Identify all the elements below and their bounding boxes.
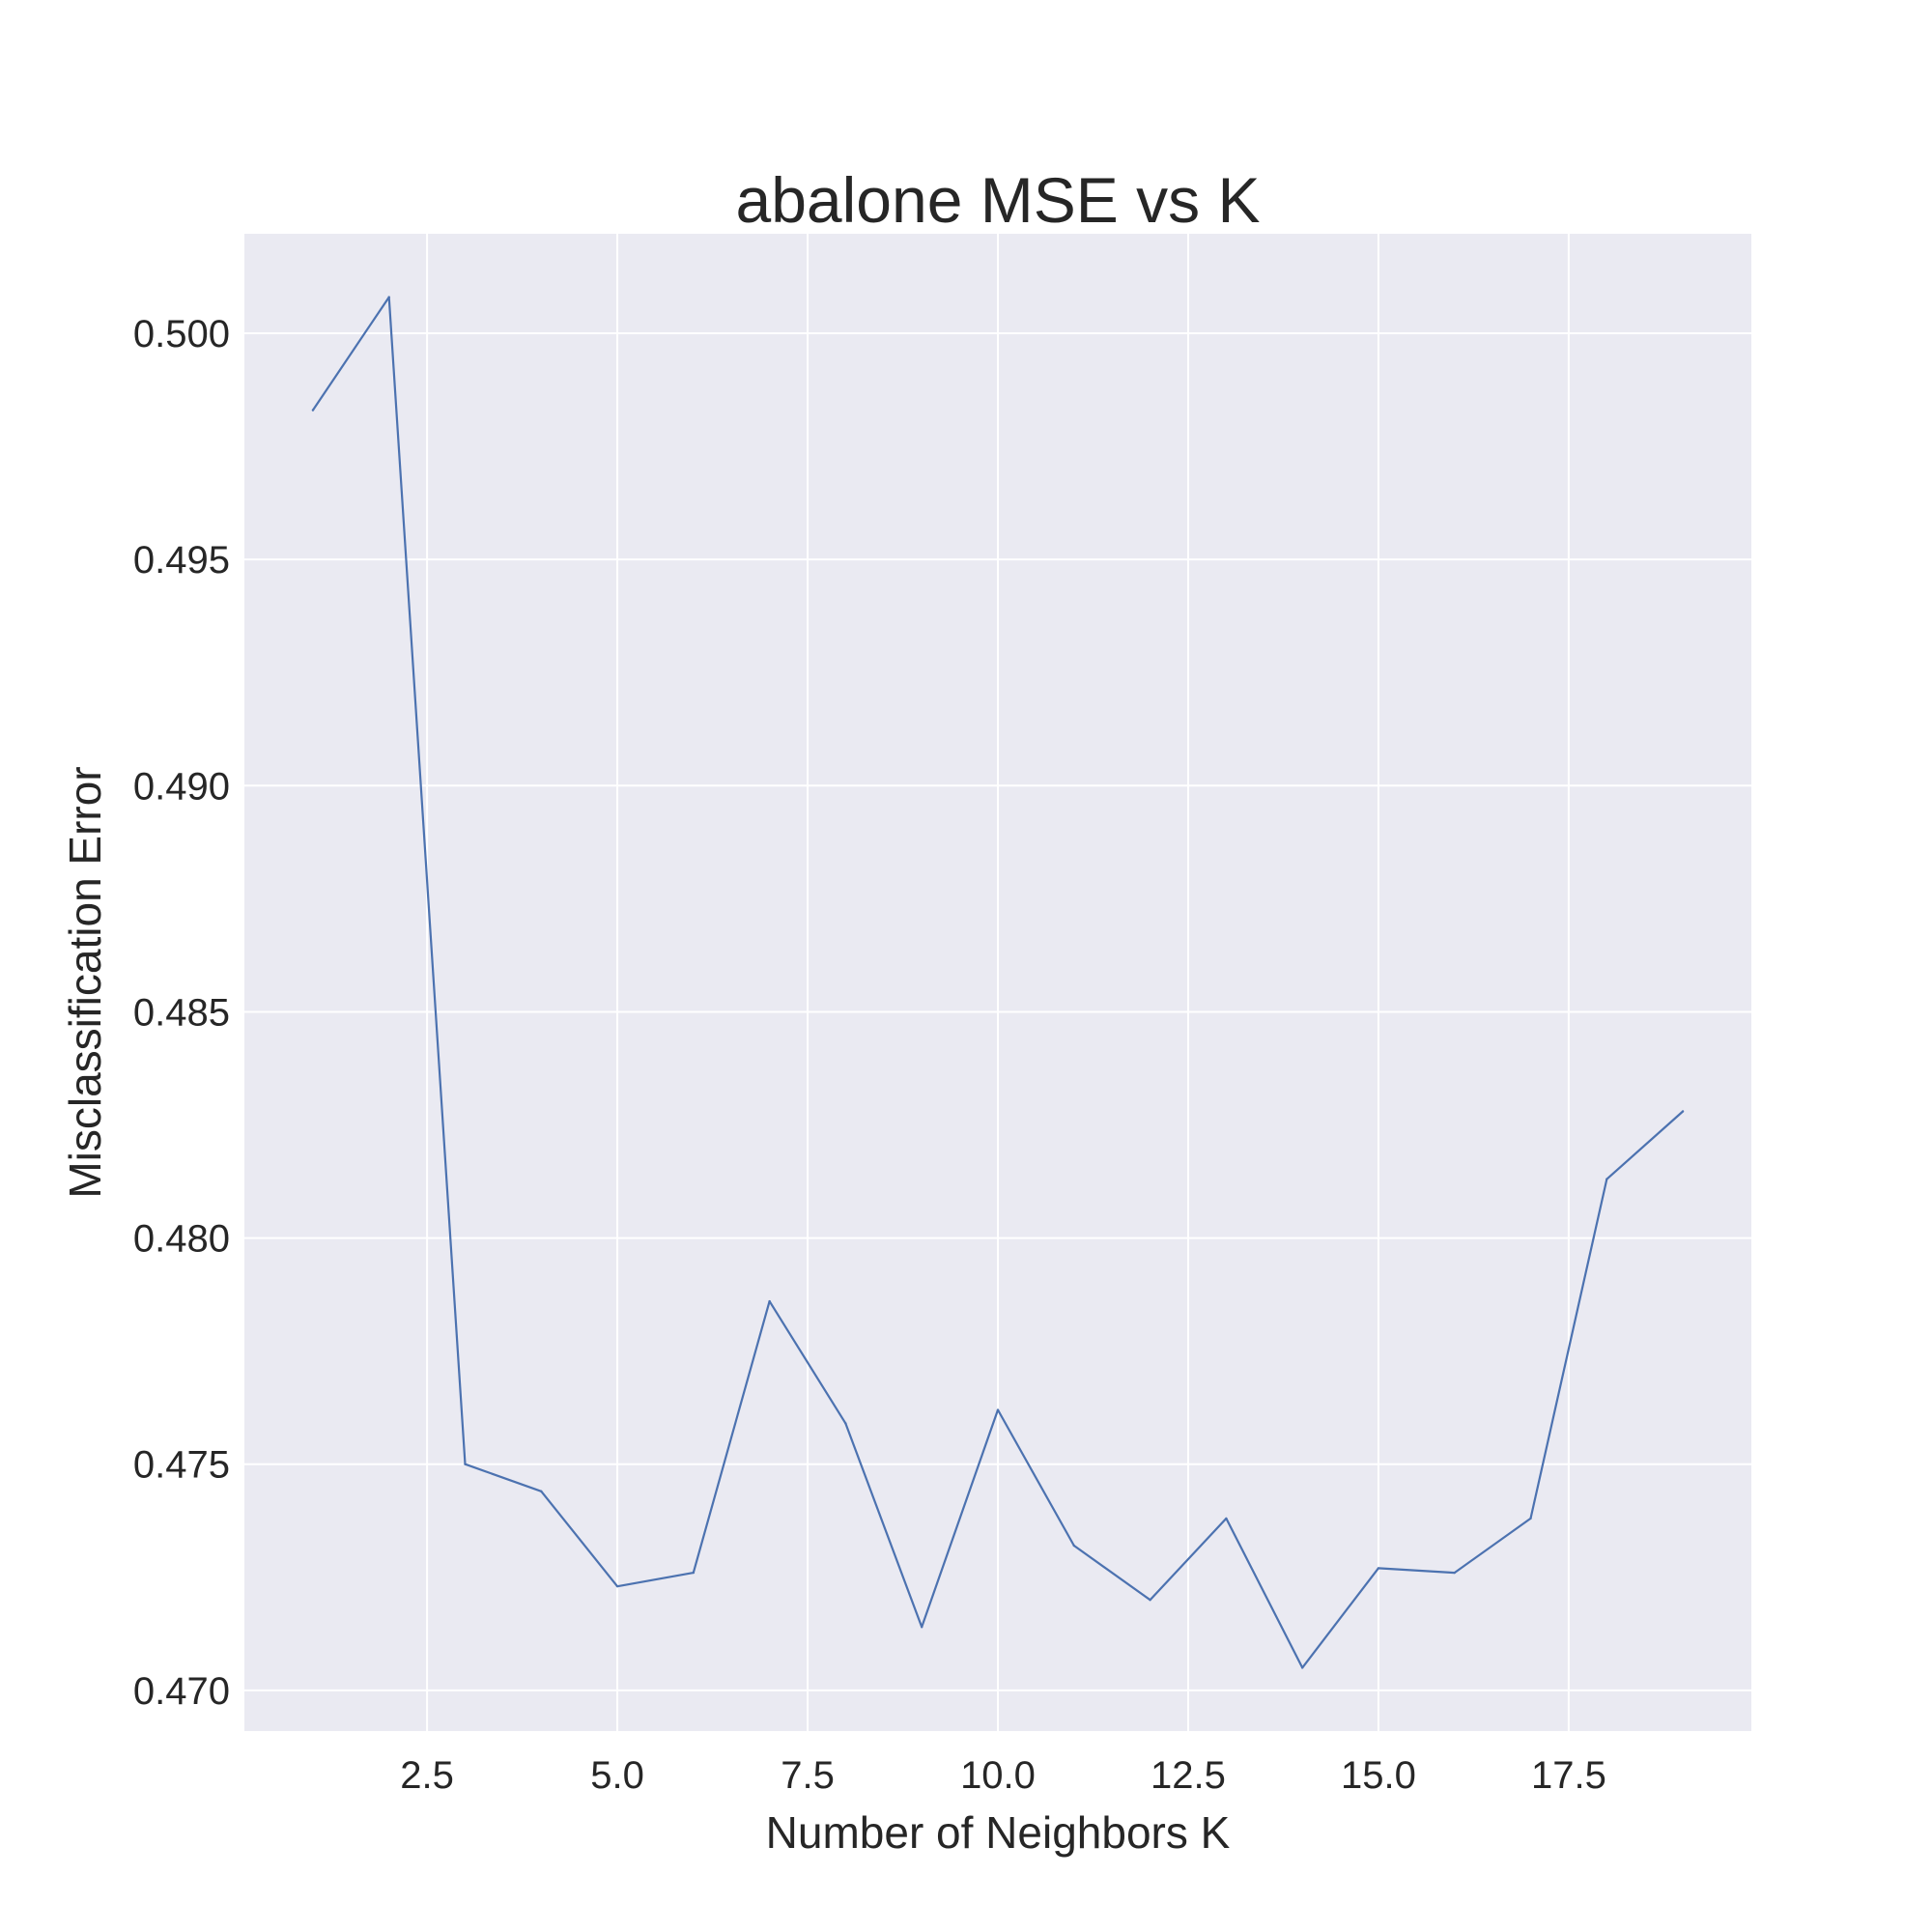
y-axis-label: Misclassification Error [60,766,110,1198]
data-point [1072,1544,1075,1548]
grid [244,234,1751,1731]
data-point [311,409,315,412]
chart-title: abalone MSE vs K [736,164,1261,236]
data-point [692,1571,696,1575]
y-tick-label: 0.480 [133,1218,230,1261]
data-point [540,1490,543,1493]
data-point [921,1626,923,1629]
x-tick-label: 17.5 [1531,1754,1606,1797]
x-tick-label: 7.5 [781,1754,835,1797]
data-point [1605,1178,1608,1180]
data-point [615,1584,619,1588]
series-layer [311,296,1685,1669]
y-tick-label: 0.490 [133,765,230,808]
y-tick-label: 0.470 [133,1670,230,1713]
data-point [1453,1571,1456,1575]
y-tick-label: 0.500 [133,313,230,355]
data-point [1681,1110,1685,1113]
data-point [1529,1517,1532,1520]
y-tick-label: 0.495 [133,539,230,582]
data-point [768,1299,771,1303]
x-tick-label: 10.0 [960,1754,1036,1797]
y-tick-label: 0.485 [133,991,230,1034]
data-point [1225,1517,1228,1520]
data-point [387,296,390,298]
x-tick-label: 5.0 [590,1754,644,1797]
data-point [1300,1666,1304,1669]
data-point [1149,1598,1151,1602]
x-axis-label: Number of Neighbors K [766,1807,1231,1858]
x-tick-label: 15.0 [1341,1754,1416,1797]
data-point [1377,1567,1380,1570]
y-tick-label: 0.475 [133,1444,230,1487]
tick-labels: 2.5 5.0 7.5 10.0 12.5 15.0 17.5 0.470 0.475 0.480… [133,313,1606,1797]
data-point [464,1463,467,1465]
data-point [844,1422,847,1425]
data-point [996,1408,1000,1411]
x-tick-label: 12.5 [1151,1754,1226,1797]
x-tick-label: 2.5 [400,1754,454,1797]
